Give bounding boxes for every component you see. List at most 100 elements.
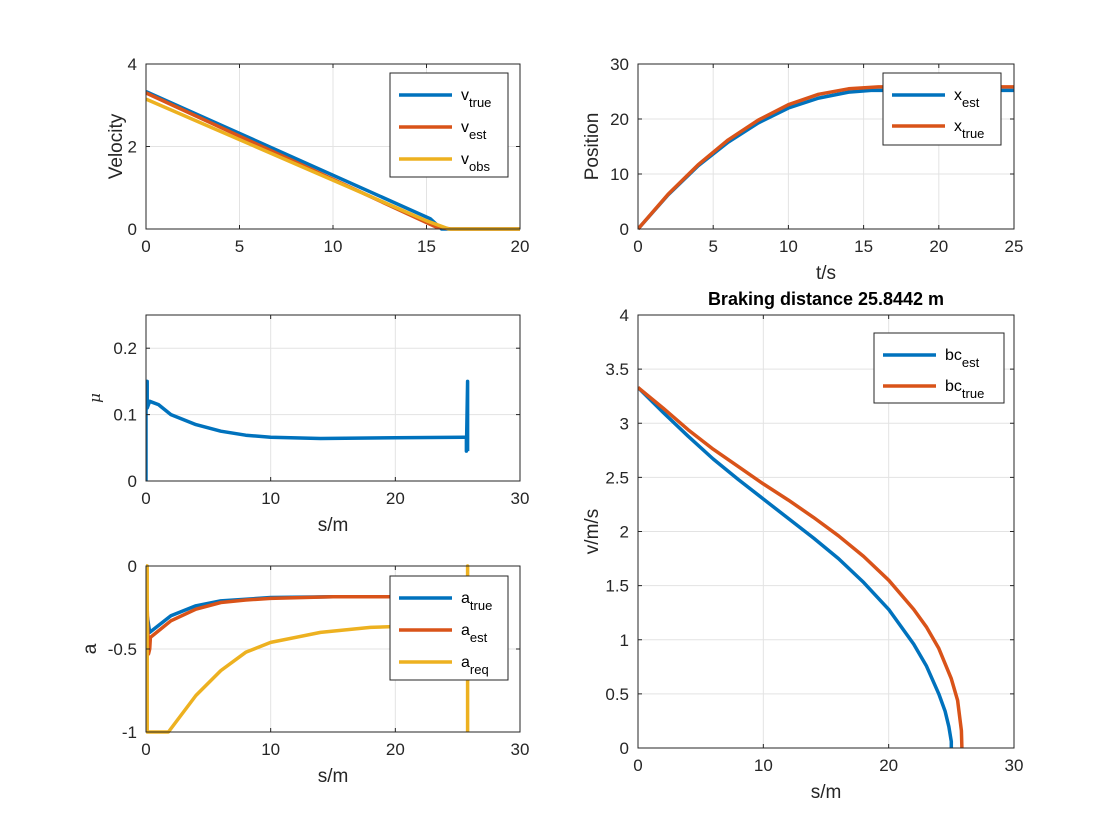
y-tick-label: 0 <box>620 739 629 758</box>
series-line-true <box>638 85 1014 231</box>
y-axis-label: Position <box>582 113 603 181</box>
x-tick-label: 10 <box>754 756 773 775</box>
legend-label-main: x <box>954 118 962 135</box>
legend-label-subscript: true <box>962 386 984 401</box>
legend-label-obs: vobs <box>461 151 490 174</box>
x-tick-label: 15 <box>854 237 873 256</box>
legend-label-est: aest <box>461 622 488 645</box>
y-tick-label: 0 <box>128 557 137 576</box>
legend-label-main: a <box>461 622 470 639</box>
series-line-est <box>146 565 471 656</box>
x-tick-label: 10 <box>261 740 280 759</box>
x-tick-label: 20 <box>929 237 948 256</box>
legend-label-true: xtrue <box>954 118 984 141</box>
legend-label-subscript: est <box>470 630 488 645</box>
axes-box <box>637 63 1015 230</box>
x-axis-label: t/s <box>816 263 836 284</box>
x-tick-label: 30 <box>511 740 530 759</box>
y-tick-label: 0.2 <box>113 339 137 358</box>
chart-title: Braking distance 25.8442 m <box>708 289 944 309</box>
x-axis-label: s/m <box>318 766 349 787</box>
y-tick-label: 2 <box>620 523 629 542</box>
y-tick-label: 2 <box>128 138 137 157</box>
axes-box <box>145 314 521 482</box>
legend-label-subscript: true <box>469 95 491 110</box>
y-tick-label: 0.1 <box>113 406 137 425</box>
y-tick-label: 1 <box>620 631 629 650</box>
series-line-mu <box>146 379 470 481</box>
legend-label-true: atrue <box>461 590 492 613</box>
y-tick-label: 2.5 <box>605 468 629 487</box>
legend-label-subscript: true <box>962 126 984 141</box>
x-tick-label: 30 <box>511 489 530 508</box>
y-tick-label: 10 <box>610 165 629 184</box>
y-tick-label: 0.5 <box>605 685 629 704</box>
y-tick-label: 1.5 <box>605 577 629 596</box>
x-tick-label: 5 <box>708 237 717 256</box>
y-axis-label: μ <box>86 393 104 403</box>
friction-axes: 0 10 20 30 0 0.1 0.2 s/m μ <box>86 314 530 536</box>
x-tick-label: 15 <box>417 237 436 256</box>
braking-curve-axes: 0 10 20 30 0 0.5 1 1.5 2 2.5 3 3.5 4 s/m v/m/s Braking … <box>582 289 1023 803</box>
legend-box <box>873 332 1005 404</box>
y-tick-label: -0.5 <box>108 640 137 659</box>
x-tick-label: 20 <box>386 489 405 508</box>
legend-label-true: vtrue <box>461 87 491 110</box>
legend-label-main: a <box>461 654 470 671</box>
legend-label-subscript: est <box>962 355 980 370</box>
x-tick-label: 0 <box>633 756 642 775</box>
x-axis-label: s/m <box>811 782 842 803</box>
y-tick-label: 0 <box>620 220 629 239</box>
y-tick-label: 0 <box>128 472 137 491</box>
legend-label-subscript: est <box>469 127 487 142</box>
x-tick-label: 30 <box>1005 756 1024 775</box>
x-tick-label: 10 <box>261 489 280 508</box>
y-axis-label: Velocity <box>106 113 127 179</box>
y-tick-label: -1 <box>122 723 137 742</box>
legend-label-main: v <box>461 151 469 168</box>
y-tick-label: 4 <box>620 306 629 325</box>
x-tick-label: 0 <box>141 740 150 759</box>
x-tick-label: 25 <box>1005 237 1024 256</box>
series-line-true <box>638 386 964 749</box>
legend-label-est: vest <box>461 119 487 142</box>
legend-label-main: bc <box>945 347 962 364</box>
x-tick-label: 0 <box>633 237 642 256</box>
legend-box <box>389 72 509 178</box>
x-tick-label: 10 <box>779 237 798 256</box>
legend-box <box>882 72 1002 146</box>
legend-label-est: bcest <box>945 347 980 370</box>
x-tick-label: 0 <box>141 489 150 508</box>
y-tick-label: 3 <box>620 414 629 433</box>
y-tick-label: 3.5 <box>605 360 629 379</box>
x-tick-label: 20 <box>386 740 405 759</box>
y-tick-label: 20 <box>610 110 629 129</box>
legend-label-req: areq <box>461 654 489 677</box>
x-tick-label: 20 <box>879 756 898 775</box>
y-axis-label: a <box>80 643 101 654</box>
legend-label-subscript: true <box>470 598 492 613</box>
y-tick-label: 30 <box>610 55 629 74</box>
legend-label-subscript: est <box>962 95 980 110</box>
legend-label-main: v <box>461 87 469 104</box>
y-tick-label: 0 <box>128 220 137 239</box>
legend-label-main: a <box>461 590 470 607</box>
y-tick-label: 4 <box>128 55 137 74</box>
legend-label-subscript: req <box>470 662 489 677</box>
legend-label-subscript: obs <box>469 159 490 174</box>
legend-label-main: v <box>461 119 469 136</box>
legend-label-main: bc <box>945 378 962 395</box>
x-tick-label: 5 <box>235 237 244 256</box>
x-tick-label: 20 <box>511 237 530 256</box>
x-tick-label: 0 <box>141 237 150 256</box>
legend-label-main: x <box>954 87 962 104</box>
legend-box <box>389 575 509 681</box>
series-line-est <box>638 386 954 748</box>
